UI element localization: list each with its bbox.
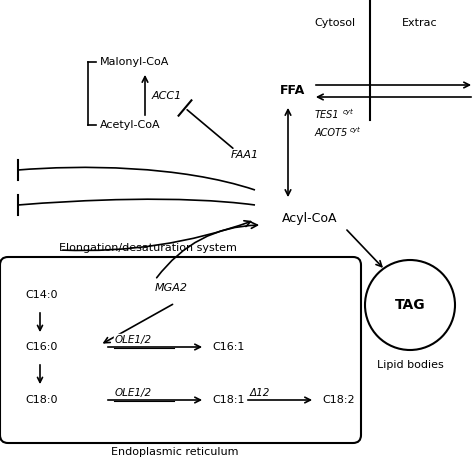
Text: C18:2: C18:2	[322, 395, 355, 405]
Text: OLE1/2: OLE1/2	[115, 388, 152, 398]
Text: TAG: TAG	[395, 298, 425, 312]
Text: Extrac: Extrac	[402, 18, 438, 28]
Text: Malonyl-CoA: Malonyl-CoA	[100, 57, 169, 67]
Text: MGA2: MGA2	[155, 283, 188, 293]
Text: C14:0: C14:0	[25, 290, 57, 300]
Text: C16:0: C16:0	[25, 342, 57, 352]
Text: FFA: FFA	[281, 83, 306, 97]
Text: Δ12: Δ12	[250, 388, 270, 398]
Text: Elongation/desaturation system: Elongation/desaturation system	[59, 243, 237, 253]
Text: Lipid bodies: Lipid bodies	[377, 360, 443, 370]
Text: Acetyl-CoA: Acetyl-CoA	[100, 120, 161, 130]
Text: Endoplasmic reticulum: Endoplasmic reticulum	[111, 447, 239, 457]
Text: cyt: cyt	[350, 127, 361, 133]
Text: Cytosol: Cytosol	[314, 18, 356, 28]
Text: cyt: cyt	[343, 109, 354, 115]
Text: TES1: TES1	[315, 110, 340, 120]
Text: C18:1: C18:1	[212, 395, 245, 405]
Text: ACOT5: ACOT5	[315, 128, 348, 138]
Text: OLE1/2: OLE1/2	[115, 335, 152, 345]
Text: FAA1: FAA1	[231, 150, 259, 160]
Text: Acyl-CoA: Acyl-CoA	[282, 211, 338, 225]
Text: C16:1: C16:1	[212, 342, 245, 352]
Text: ACC1: ACC1	[152, 91, 182, 101]
Text: C18:0: C18:0	[25, 395, 57, 405]
